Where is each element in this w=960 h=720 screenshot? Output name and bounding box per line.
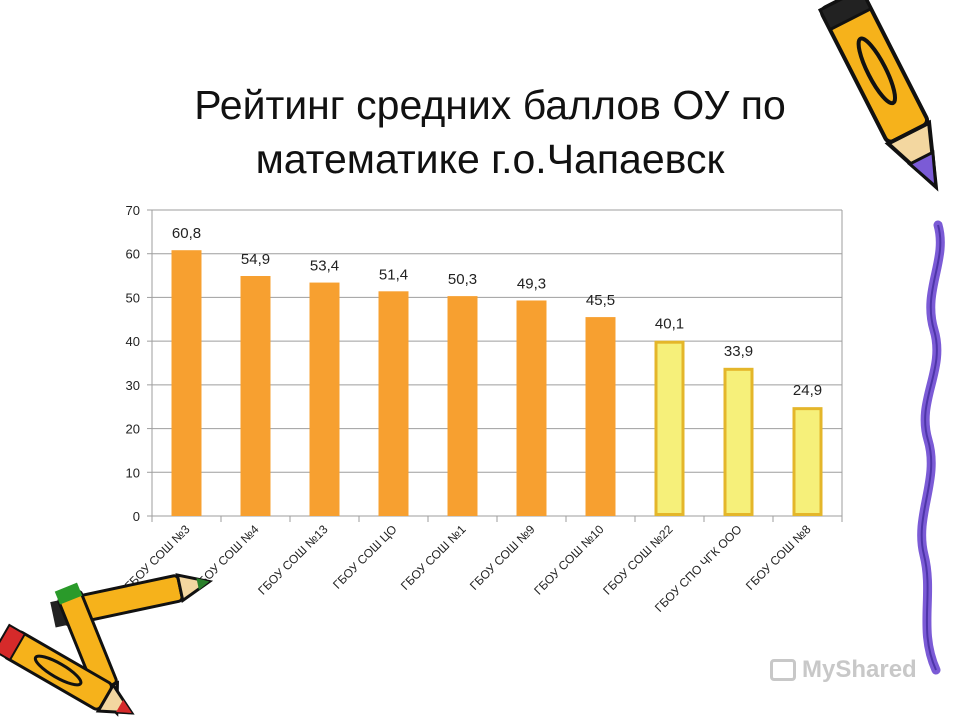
y-tick-label: 0 xyxy=(133,509,140,524)
data-label: 45,5 xyxy=(586,292,615,309)
data-label: 51,4 xyxy=(379,266,408,283)
axes xyxy=(147,209,843,522)
data-labels: 60,8 54,9 53,4 51,4 50,3 49,3 45,5 40,1 33,9 24,9 xyxy=(172,225,822,399)
data-label: 33,9 xyxy=(724,343,753,360)
y-tick-label: 60 xyxy=(126,247,140,262)
bar xyxy=(309,282,340,516)
bars xyxy=(171,250,823,516)
data-label: 54,9 xyxy=(241,251,270,268)
data-label: 24,9 xyxy=(793,382,822,399)
y-tick-label: 50 xyxy=(126,290,140,305)
watermark-text: MyShared xyxy=(802,656,917,683)
data-label: 40,1 xyxy=(655,316,684,333)
watermark: MyShared xyxy=(770,656,917,684)
y-tick-label: 20 xyxy=(126,422,140,437)
bar xyxy=(585,317,616,516)
y-tick-label: 30 xyxy=(126,378,140,393)
data-label: 50,3 xyxy=(448,271,477,288)
bar xyxy=(654,340,685,516)
data-label: 60,8 xyxy=(172,225,201,242)
slide-title: Рейтинг средних баллов ОУ по математике … xyxy=(194,82,786,182)
presentation-icon xyxy=(770,659,796,681)
data-label: 49,3 xyxy=(517,275,546,292)
y-axis-ticks: 0 10 20 30 40 50 60 70 xyxy=(126,203,140,524)
y-tick-label: 70 xyxy=(126,203,140,218)
bar xyxy=(447,296,478,516)
bar xyxy=(516,300,547,516)
data-label: 53,4 xyxy=(310,258,339,275)
bar xyxy=(792,407,823,516)
bar xyxy=(171,250,202,516)
y-tick-label: 10 xyxy=(126,465,140,480)
y-tick-label: 40 xyxy=(126,334,140,349)
bar xyxy=(723,367,754,516)
bar xyxy=(378,291,409,516)
bar xyxy=(240,276,271,516)
